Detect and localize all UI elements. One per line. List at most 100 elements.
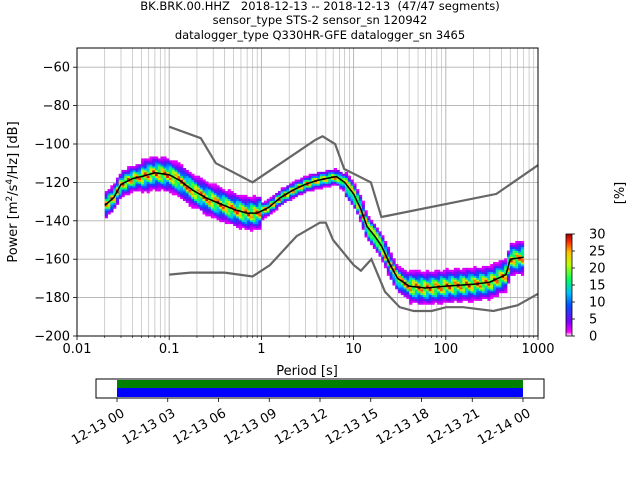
heatmap-cell [157,169,162,173]
heatmap-cell [208,191,212,194]
heatmap-cell [431,300,435,303]
heatmap-cell [411,281,416,284]
heatmap-cell [442,271,446,274]
heatmap-cell [448,275,452,278]
heatmap-cell [481,287,486,290]
heatmap-cell [224,198,229,202]
heatmap-cell [473,265,477,269]
heatmap-cell [241,217,245,221]
heatmap-cell [339,183,343,186]
heatmap-cell [439,288,444,292]
heatmap-cell [437,283,441,286]
heatmap-cell [409,292,413,296]
heatmap-cell [230,217,234,221]
heatmap-cell [400,285,405,288]
heatmap-cell [110,191,114,194]
heatmap-cell [118,189,122,192]
heatmap-cell [473,287,477,290]
heatmap-cell [247,214,251,217]
heatmap-cell [216,194,220,198]
heatmap-cell [263,200,268,203]
heatmap-cell [233,212,237,215]
heatmap-cell [339,175,343,178]
heatmap-cell [509,250,513,253]
heatmap-cell [384,264,388,267]
heatmap-cell [437,281,441,284]
heatmap-cell [255,221,259,225]
heatmap-cell [445,283,449,286]
heatmap-cell [364,227,368,230]
heatmap-cell [420,300,424,303]
heatmap-cell [378,252,382,255]
heatmap-cell [467,300,472,303]
heatmap-cell [202,179,206,182]
heatmap-cell [492,294,497,298]
heatmap-cell [180,185,184,188]
heatmap-cell [205,194,209,198]
heatmap-cell [501,287,505,290]
heatmap-cell [258,198,262,202]
heatmap-cell [420,292,424,296]
heatmap-cell [163,179,167,182]
heatmap-cell [289,198,293,202]
heatmap-cell [386,269,391,273]
heatmap-cell [423,283,427,286]
heatmap-cell [398,265,402,269]
heatmap-cell [356,191,360,194]
heatmap-cell [199,181,203,184]
heatmap-cell [350,189,354,192]
heatmap-cell [425,273,430,276]
heatmap-cell [294,185,298,188]
heatmap-cell [261,217,265,221]
heatmap-cell [115,192,120,196]
heatmap-cell [403,269,407,273]
heatmap-cell [395,287,399,290]
heatmap-cell [501,271,505,274]
heatmap-cell [481,285,486,288]
heatmap-cell [470,273,474,276]
heatmap-cell [347,181,351,184]
heatmap-cell [146,168,150,171]
heatmap-cell [132,169,136,173]
heatmap-cell [445,287,449,290]
heatmap-cell [283,198,287,202]
heatmap-cell [381,242,385,246]
heatmap-cell [403,271,407,274]
heatmap-cell [194,175,198,178]
heatmap-cell [255,198,259,202]
heatmap-cell [241,202,245,205]
heatmap-cell [222,200,226,203]
heatmap-cell [174,175,178,178]
heatmap-cell [188,173,192,177]
heatmap-cell [420,271,424,274]
heatmap-cell [395,281,399,284]
heatmap-cell [361,212,365,215]
heatmap-cell [504,281,508,284]
heatmap-cell [364,210,368,213]
heatmap-cell [515,240,519,244]
heatmap-cell [263,202,268,205]
heatmap-cell [467,288,472,292]
heatmap-cell [104,212,108,215]
heatmap-cell [425,292,430,296]
heatmap-cell [520,254,525,257]
heatmap-cell [297,183,301,186]
heatmap-cell [439,287,444,290]
heatmap-cell [448,290,452,294]
heatmap-cell [177,185,181,188]
heatmap-cell [456,267,460,271]
heatmap-cell [501,260,505,263]
heatmap-cell [275,208,279,211]
heatmap-cell [417,300,421,303]
heatmap-cell [367,231,371,234]
heatmap-cell [375,250,379,253]
heatmap-cell [414,275,418,278]
heatmap-cell [389,254,393,257]
heatmap-cell [188,179,192,182]
heatmap-cell [241,219,245,223]
heatmap-cell [191,179,195,182]
heatmap-cell [180,179,184,182]
heatmap-cell [303,191,307,194]
heatmap-cell [518,271,522,274]
heatmap-cell [395,283,399,286]
